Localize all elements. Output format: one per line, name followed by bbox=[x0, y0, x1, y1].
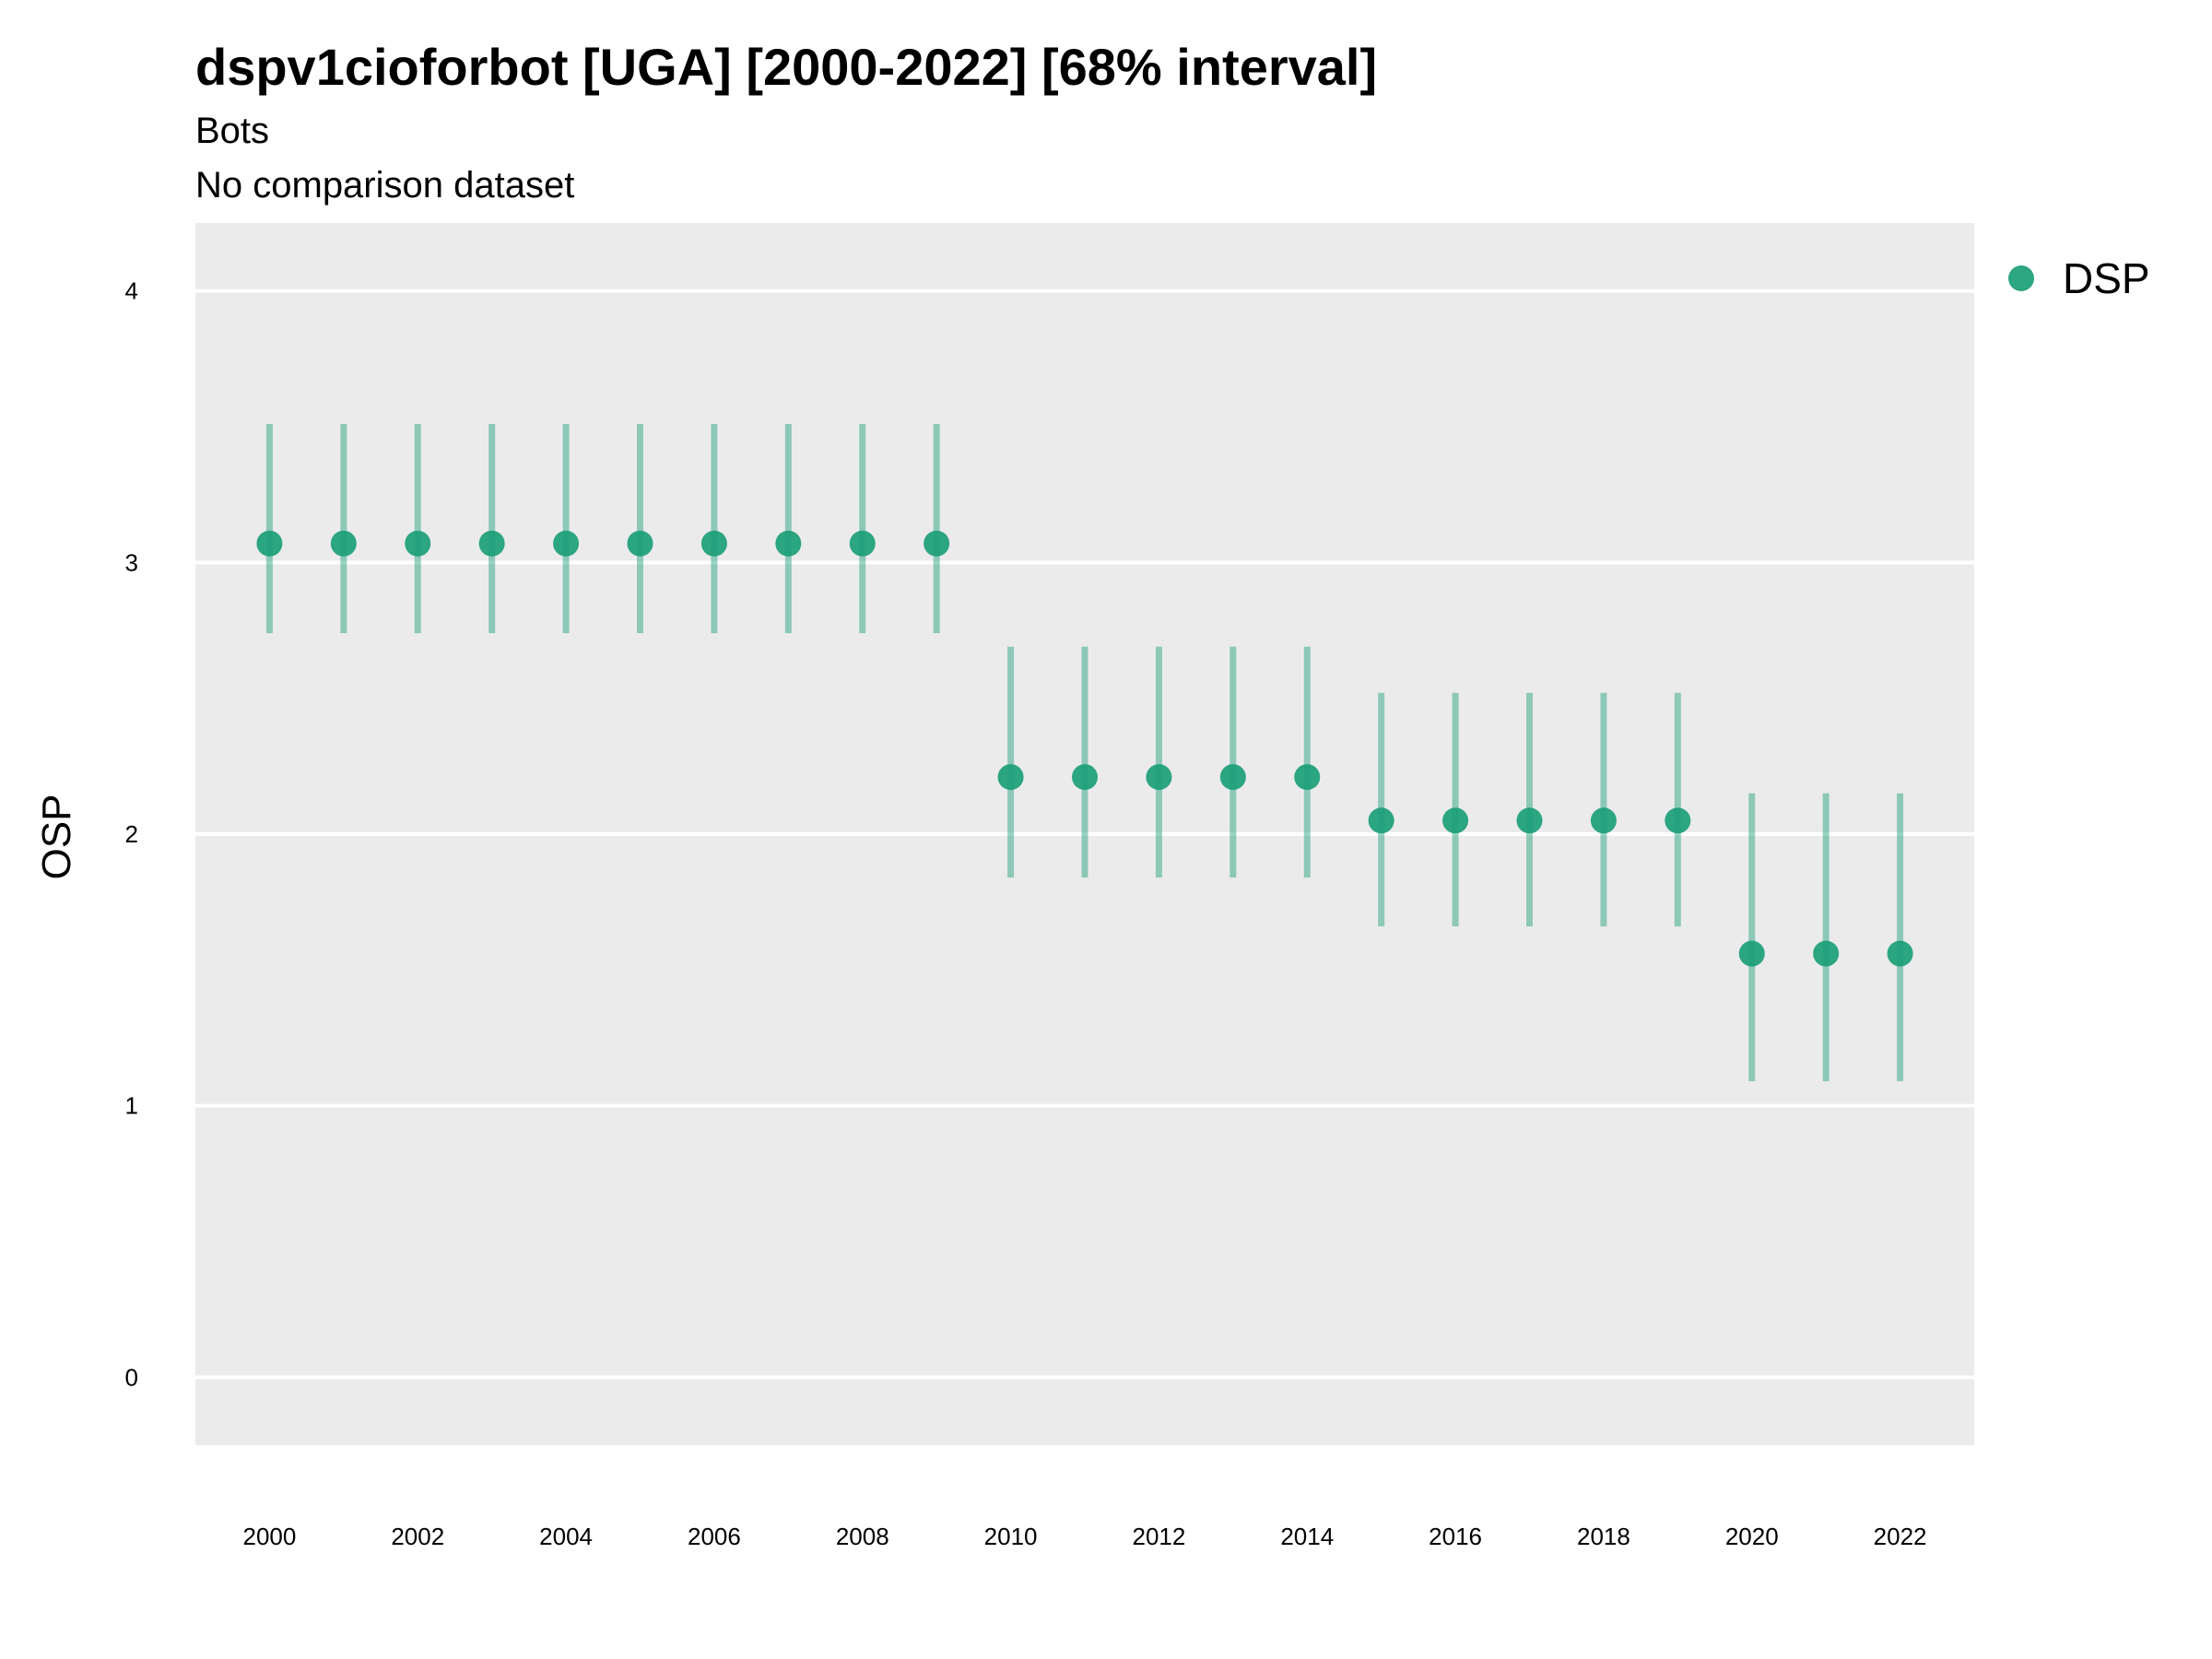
data-point-2017 bbox=[1516, 807, 1543, 834]
data-point-2005 bbox=[627, 530, 653, 557]
data-point-2003 bbox=[478, 530, 505, 557]
x-tick-label-2018: 2018 bbox=[1577, 1523, 1630, 1550]
y-tick-label-1: 1 bbox=[125, 1092, 138, 1120]
data-point-2001 bbox=[330, 530, 357, 557]
x-tick-label-2004: 2004 bbox=[539, 1523, 593, 1550]
data-point-2009 bbox=[924, 530, 950, 557]
data-point-2000 bbox=[256, 530, 283, 557]
x-tick-label-2014: 2014 bbox=[1280, 1523, 1334, 1550]
y-axis-label: OSP bbox=[34, 794, 79, 880]
data-point-2018 bbox=[1590, 807, 1617, 834]
data-point-2006 bbox=[700, 530, 727, 557]
y-tick-label-3: 3 bbox=[125, 548, 138, 576]
x-tick-label-2012: 2012 bbox=[1132, 1523, 1185, 1550]
data-points bbox=[256, 530, 1913, 967]
data-point-2014 bbox=[1294, 764, 1321, 791]
legend-label-dsp: DSP bbox=[2063, 254, 2150, 302]
x-tick-label-2000: 2000 bbox=[242, 1523, 296, 1550]
data-point-2002 bbox=[405, 530, 431, 557]
x-tick-label-2008: 2008 bbox=[836, 1523, 889, 1550]
data-point-2022 bbox=[1887, 940, 1913, 967]
chart-subtitle-secondary: No comparison dataset bbox=[195, 165, 574, 206]
legend-marker-dsp bbox=[2008, 265, 2034, 291]
data-point-2015 bbox=[1368, 807, 1394, 834]
data-point-2013 bbox=[1219, 764, 1246, 791]
x-tick-label-2016: 2016 bbox=[1429, 1523, 1482, 1550]
x-tick-label-2020: 2020 bbox=[1725, 1523, 1779, 1550]
data-point-2008 bbox=[849, 530, 876, 557]
data-point-2019 bbox=[1665, 807, 1691, 834]
data-point-2011 bbox=[1072, 764, 1098, 791]
x-axis-ticks: 2000 2002 2004 2006 2008 2010 2012 2014 2016 2018… bbox=[242, 1523, 1926, 1550]
y-tick-label-2: 2 bbox=[125, 820, 138, 848]
x-tick-label-2022: 2022 bbox=[1874, 1523, 1927, 1550]
x-tick-label-2010: 2010 bbox=[984, 1523, 1038, 1550]
data-point-2010 bbox=[997, 764, 1024, 791]
data-point-2020 bbox=[1738, 940, 1765, 967]
data-point-2004 bbox=[553, 530, 580, 557]
y-tick-label-4: 4 bbox=[125, 277, 138, 305]
data-point-2016 bbox=[1442, 807, 1469, 834]
data-point-2012 bbox=[1146, 764, 1172, 791]
legend: DSP bbox=[2008, 254, 2150, 302]
chart-title: dspv1cioforbot [UGA] [2000-2022] [68% in… bbox=[195, 38, 1377, 96]
chart-subtitle: Bots bbox=[195, 111, 269, 151]
y-tick-label-0: 0 bbox=[125, 1363, 138, 1391]
data-point-2021 bbox=[1813, 940, 1840, 967]
x-tick-label-2006: 2006 bbox=[688, 1523, 741, 1550]
data-point-2007 bbox=[775, 530, 802, 557]
y-axis-ticks: 0 1 2 3 4 bbox=[125, 277, 138, 1392]
grid-lines bbox=[195, 288, 1974, 1380]
x-tick-label-2002: 2002 bbox=[391, 1523, 444, 1550]
